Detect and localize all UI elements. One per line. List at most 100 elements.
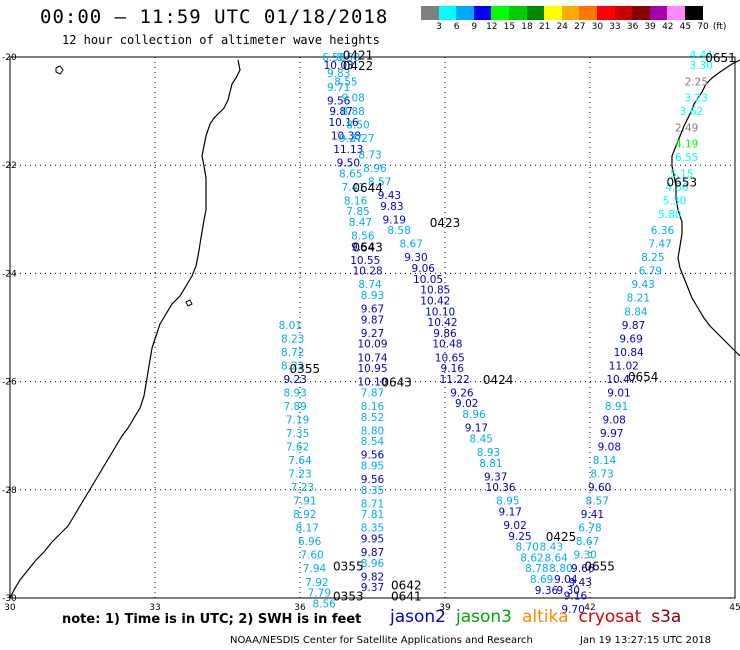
wave-height-point: 8.91 (605, 401, 628, 413)
wave-height-point: 10.42 (420, 295, 450, 307)
x-tick-label: 39 (439, 603, 451, 613)
wave-height-point: 8.84 (624, 306, 648, 318)
wave-height-point: 7.27 (351, 133, 374, 145)
wave-height-point: 8.16 (361, 401, 385, 413)
wave-height-point: 10.74 (357, 352, 387, 364)
wave-height-point: 8.93 (477, 447, 500, 459)
lake-outline (185, 299, 193, 307)
wave-height-point: 8.96 (363, 163, 387, 175)
wave-height-point: 9.95 (361, 533, 384, 545)
page-subtitle: 12 hour collection of altimeter wave hei… (62, 33, 380, 47)
wave-height-point: 9.02 (455, 398, 478, 410)
wave-height-point: 9.19 (383, 214, 406, 226)
wave-height-point: 10.10 (425, 306, 455, 318)
wave-height-point: 7.89 (283, 401, 306, 413)
wave-height-point: 10.03 (324, 60, 354, 72)
x-tick-label: 33 (149, 603, 160, 613)
wave-height-point: 11.02 (609, 360, 639, 372)
wave-height-point: 9.54 (351, 241, 375, 253)
wave-height-point: 7.64 (288, 455, 312, 467)
wave-height-point: 10.16 (328, 117, 358, 129)
wave-height-point: 9.56 (361, 450, 385, 462)
wave-height-point: 8.73 (590, 469, 613, 481)
wave-height-point: 9.36 (535, 585, 559, 597)
wave-height-point: 10.47 (606, 374, 636, 386)
wave-height-point: 2.49 (675, 122, 698, 134)
colorbar-swatch (456, 6, 474, 20)
wave-height-point: 2.25 (685, 76, 708, 88)
wave-height-point: 9.67 (361, 304, 384, 316)
colorbar-swatch (561, 6, 580, 20)
pass-time-label: 0422 (343, 59, 374, 73)
wave-height-point: 9.97 (600, 428, 623, 440)
x-tick-label: 36 (294, 603, 306, 613)
wave-height-point: 7.85 (346, 206, 369, 218)
wave-height-point: 8.43 (540, 542, 563, 554)
wave-height-point: 8.16 (344, 195, 368, 207)
wave-height-point: 9.26 (450, 387, 474, 399)
colorbar-swatch (579, 6, 597, 20)
wave-height-point: 7.87 (361, 387, 384, 399)
colorbar-level: 18 (521, 22, 533, 32)
wave-height-point: 6.55 (675, 152, 698, 164)
wave-height-point: 9.60 (588, 482, 611, 494)
wave-height-point: 8.17 (296, 523, 319, 535)
pass-time-label: 0654 (628, 370, 659, 384)
pass-time-label: 0423 (430, 216, 461, 230)
wave-height-point: 8.71 (361, 498, 384, 510)
wave-height-point: 8.70 (515, 542, 538, 554)
y-tick-label: -28 (2, 486, 17, 496)
wave-height-point: 7.79 (308, 588, 331, 600)
colorbar-level: 42 (662, 22, 674, 32)
wave-height-point: 10.55 (350, 255, 380, 267)
colorbar (421, 6, 703, 20)
colorbar-swatch (632, 6, 650, 20)
wave-height-point: 9.16 (441, 363, 465, 375)
wave-height-point: 9.04 (554, 574, 578, 586)
wave-height-point: 6.50 (322, 52, 345, 64)
wave-height-point: 9.37 (361, 582, 384, 594)
wave-height-point: 9.87 (622, 320, 645, 332)
colorbar-level: 24 (556, 22, 568, 32)
wave-height-point: 8.23 (281, 333, 304, 345)
pass-time-label: 0651 (705, 51, 736, 65)
wave-height-point: 8.64 (544, 552, 568, 564)
colorbar-level: 3 (436, 22, 442, 32)
wave-height-point: 9.06 (412, 263, 436, 275)
wave-height-point: 7.23 (288, 469, 311, 481)
colorbar-swatch (614, 6, 633, 20)
africa-coastline (9, 59, 241, 599)
wave-height-point: 9.56 (361, 474, 385, 486)
wave-height-point: 9.50 (337, 157, 360, 169)
wave-height-point: 8.95 (496, 496, 519, 508)
wave-height-point: 3.30 (689, 60, 712, 72)
wave-height-point: 3.23 (685, 93, 708, 105)
wave-height-point: 9.70 (561, 604, 584, 616)
page-title: 00:00 – 11:59 UTC 01/18/2018 (40, 6, 389, 28)
x-tick-label: 42 (584, 603, 595, 613)
wave-height-point: 4.44 (689, 49, 713, 61)
island (55, 65, 64, 75)
wave-height-point: 10.95 (357, 363, 387, 375)
wave-height-point: 7.60 (300, 550, 323, 562)
wave-height-point: 8.96 (462, 409, 486, 421)
wave-height-point: 8.65 (339, 168, 362, 180)
wave-height-point: 9.01 (607, 387, 630, 399)
lat-lon-grid (9, 56, 736, 599)
wave-height-point: 10.48 (432, 339, 462, 351)
wave-height-point: 4.30 (665, 182, 688, 194)
wave-height-point: 9.83 (327, 68, 350, 80)
madagascar-coastline (671, 59, 740, 357)
wave-height-point: 6.96 (298, 536, 322, 548)
pass-time-label: 0655 (584, 560, 615, 574)
wave-height-point: 9.17 (465, 423, 488, 435)
wave-height-point: 8.92 (293, 509, 316, 521)
wave-height-point: 8.93 (361, 290, 384, 302)
wave-height-point: 10.85 (420, 285, 450, 297)
wave-height-point: 9.23 (283, 374, 306, 386)
legend-jason2: jason2 (390, 607, 446, 627)
colorbar-level: 70 (697, 22, 709, 32)
wave-height-point: 8.57 (368, 176, 391, 188)
wave-height-point: 6.79 (639, 266, 662, 278)
colorbar-swatch (684, 6, 703, 20)
